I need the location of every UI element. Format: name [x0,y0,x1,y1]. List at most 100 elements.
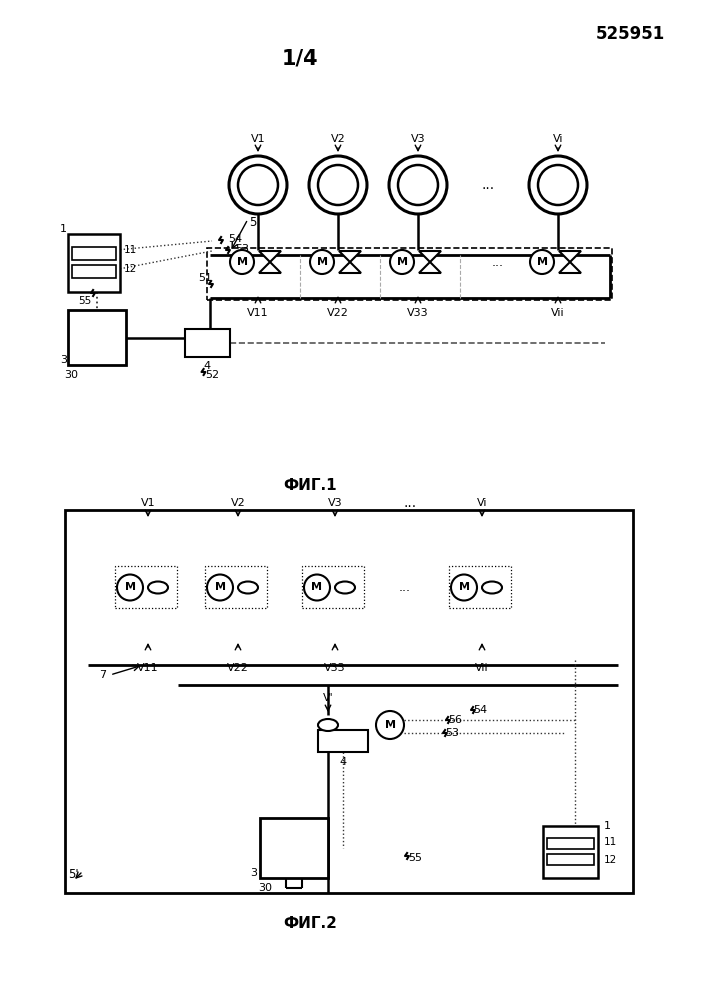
Text: 7: 7 [100,670,107,680]
Bar [207,248,612,300]
Text: 12: 12 [604,855,617,865]
Bar [72,248,116,260]
Circle shape [390,250,414,274]
Text: V33: V33 [324,663,346,673]
Text: ФИГ.2: ФИГ.2 [283,915,337,930]
Circle shape [389,156,447,214]
Text: M: M [311,582,323,592]
Bar [205,565,267,607]
Text: M: M [537,257,547,267]
Text: 51: 51 [198,273,212,283]
Circle shape [117,574,143,600]
Text: Vi: Vi [553,134,563,144]
Ellipse shape [238,581,258,593]
Circle shape [310,250,334,274]
Text: V22: V22 [227,663,249,673]
Bar [185,329,230,357]
Bar [449,565,511,607]
Polygon shape [259,251,281,262]
Circle shape [238,165,278,205]
Text: 30: 30 [64,370,78,380]
Ellipse shape [318,719,338,731]
Text: V2: V2 [330,134,345,144]
Text: 5: 5 [249,217,257,230]
Text: 55: 55 [408,853,422,863]
Text: 53: 53 [445,728,459,738]
Circle shape [398,165,438,205]
Bar [115,565,177,607]
Text: 5': 5' [68,868,78,881]
Text: 56: 56 [448,715,462,725]
Text: 1: 1 [604,821,611,831]
Text: 1: 1 [60,224,67,234]
Text: ФИГ.1: ФИГ.1 [283,478,337,493]
Text: V3: V3 [411,134,425,144]
Text: ...: ... [492,256,504,269]
Text: 525951: 525951 [595,25,664,43]
Text: M: M [124,582,136,592]
Text: Vii: Vii [475,663,489,673]
Text: 4: 4 [204,361,211,371]
Circle shape [538,165,578,205]
Circle shape [530,250,554,274]
Text: 54: 54 [228,234,242,244]
Text: M: M [385,720,395,730]
Text: 4: 4 [340,757,347,767]
Bar [68,234,120,292]
Bar [72,265,116,278]
Bar [302,565,364,607]
Bar [547,853,594,865]
Circle shape [529,156,587,214]
Circle shape [318,165,358,205]
Circle shape [304,574,330,600]
Text: ...: ... [403,496,417,510]
Text: 11: 11 [124,245,137,255]
Text: 12: 12 [124,264,137,274]
Text: 1/4: 1/4 [282,49,318,69]
Circle shape [229,156,287,214]
Text: 3: 3 [60,355,67,365]
Text: 30: 30 [258,883,272,893]
Text: V1: V1 [140,498,155,508]
Text: 52: 52 [205,370,220,380]
Text: V11: V11 [247,308,269,318]
Circle shape [376,711,404,739]
Polygon shape [559,251,581,262]
Bar [68,310,126,365]
Bar [260,818,328,878]
Text: V3: V3 [328,498,342,508]
Circle shape [451,574,477,600]
Text: V22: V22 [327,308,349,318]
Polygon shape [559,262,581,273]
Polygon shape [419,251,441,262]
Text: M: M [316,257,328,267]
Text: V1: V1 [251,134,265,144]
Text: 54: 54 [473,705,487,715]
Text: 11: 11 [604,837,617,847]
Text: 55: 55 [78,296,92,306]
Ellipse shape [148,581,168,593]
Polygon shape [339,251,361,262]
Polygon shape [419,262,441,273]
Text: ...: ... [399,581,411,594]
Bar [65,510,633,893]
Polygon shape [259,262,281,273]
Bar [318,730,368,752]
Ellipse shape [482,581,502,593]
Text: 53: 53 [235,244,249,254]
Bar [543,826,598,878]
Text: M: M [215,582,225,592]
Text: M: M [458,582,469,592]
Text: V2: V2 [231,498,246,508]
Text: V': V' [323,693,333,703]
Circle shape [207,574,233,600]
Text: Vii: Vii [551,308,565,318]
Text: V11: V11 [137,663,159,673]
Polygon shape [339,262,361,273]
Text: M: M [397,257,407,267]
Ellipse shape [335,581,355,593]
Text: ...: ... [481,178,495,192]
Circle shape [309,156,367,214]
Text: Vi: Vi [477,498,487,508]
Bar [88,525,613,660]
